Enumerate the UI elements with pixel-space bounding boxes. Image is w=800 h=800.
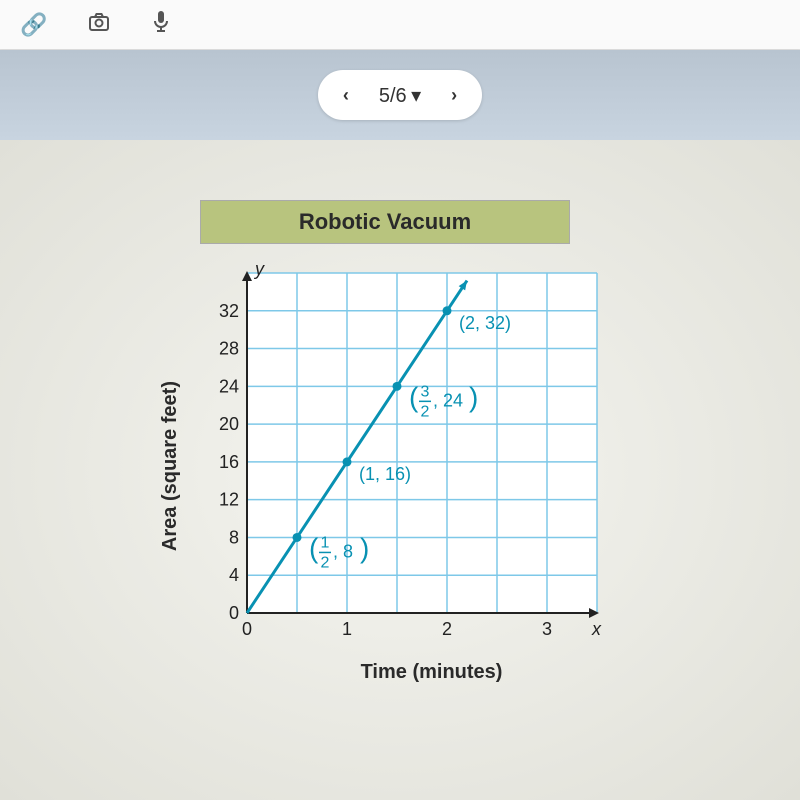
prev-page-button[interactable]: ‹ <box>343 85 349 106</box>
next-page-button[interactable]: › <box>451 85 457 106</box>
svg-text:(: ( <box>409 381 419 412</box>
svg-text:16: 16 <box>218 452 238 472</box>
header-bar: ‹ 5/6 ▾ › <box>0 50 800 140</box>
y-axis-label: Area (square feet) <box>159 381 182 551</box>
content-area: Robotic Vacuum Area (square feet) 048121… <box>0 140 800 800</box>
svg-text:3: 3 <box>420 383 429 400</box>
svg-text:3: 3 <box>541 619 551 639</box>
link-icon[interactable]: 🔗 <box>20 12 47 38</box>
svg-text:28: 28 <box>218 339 238 359</box>
mic-icon[interactable] <box>151 9 171 41</box>
svg-text:y: y <box>253 259 265 279</box>
svg-text:, 24: , 24 <box>433 390 463 410</box>
svg-text:): ) <box>360 532 369 563</box>
toolbar: 🔗 <box>0 0 800 50</box>
camera-icon[interactable] <box>87 10 111 40</box>
chevron-down-icon: ▾ <box>411 85 421 107</box>
svg-text:1: 1 <box>341 619 351 639</box>
svg-text:12: 12 <box>218 490 238 510</box>
svg-text:x: x <box>591 619 602 639</box>
svg-text:4: 4 <box>228 565 238 585</box>
chart-container: Robotic Vacuum Area (square feet) 048121… <box>140 200 630 684</box>
svg-text:20: 20 <box>218 414 238 434</box>
svg-text:): ) <box>469 381 478 412</box>
svg-text:0: 0 <box>228 603 238 623</box>
svg-text:(: ( <box>309 532 319 563</box>
svg-text:0: 0 <box>241 619 251 639</box>
svg-text:(2, 32): (2, 32) <box>459 313 511 333</box>
page-navigator: ‹ 5/6 ▾ › <box>318 70 482 120</box>
svg-text:2: 2 <box>441 619 451 639</box>
chart-title: Robotic Vacuum <box>200 200 570 244</box>
svg-text:1: 1 <box>320 534 329 551</box>
x-axis-label: Time (minutes) <box>252 661 612 684</box>
page-indicator[interactable]: 5/6 ▾ <box>379 83 421 108</box>
svg-text:, 8: , 8 <box>333 541 353 561</box>
chart-plot: 048121620242832y0123x(12, 8)(1, 16)(32, … <box>192 248 612 648</box>
svg-text:2: 2 <box>420 403 429 420</box>
svg-text:8: 8 <box>228 527 238 547</box>
svg-text:24: 24 <box>218 376 238 396</box>
svg-text:32: 32 <box>218 301 238 321</box>
svg-text:2: 2 <box>320 554 329 571</box>
svg-text:(1, 16): (1, 16) <box>359 464 411 484</box>
